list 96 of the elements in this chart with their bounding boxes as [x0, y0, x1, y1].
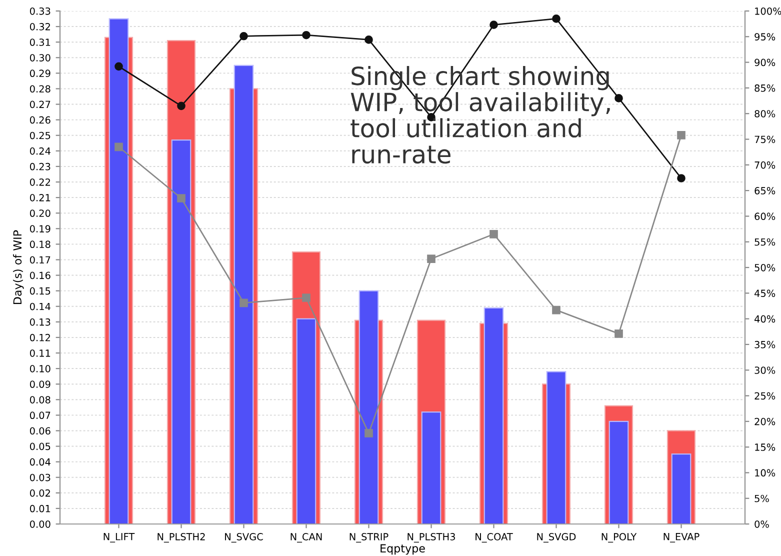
y2-tick-label: 10% [755, 469, 776, 477]
y-axis-title: Day(s) of WIP [13, 230, 24, 304]
point [677, 130, 686, 140]
y2-tick-label: 35% [754, 340, 776, 348]
y-tick-label: 0.08 [30, 396, 50, 404]
x-tick-label: N_STRIP [350, 533, 388, 543]
y2-tick-label: 80% [754, 110, 776, 118]
point [302, 30, 310, 40]
y-tick-label: 0.12 [30, 334, 50, 342]
y-tick-label: 0.18 [30, 240, 50, 248]
y2-tick-label: 85% [754, 84, 776, 92]
point [552, 14, 560, 23]
point [114, 142, 123, 152]
bar [358, 290, 379, 524]
y2-tick-label: 5% [754, 494, 769, 502]
y2-tick-label: 20% [754, 418, 776, 426]
y-tick-label: 0.14 [30, 302, 50, 310]
bar [108, 18, 129, 524]
y2-tick-label: 55% [754, 238, 776, 246]
y-tick-label: 0.06 [30, 427, 50, 435]
y-tick-label: 0.29 [30, 70, 50, 78]
bar [671, 453, 692, 524]
bar [546, 371, 566, 524]
y-tick-label: 0.03 [30, 474, 50, 482]
x-tick-label: N_PLSTH3 [408, 533, 455, 543]
y2-tick-label: 75% [754, 136, 776, 144]
y-tick-label: 0.00 [30, 520, 50, 528]
y-tick-label: 0.16 [30, 272, 50, 280]
y2-tick-label: 25% [754, 392, 776, 400]
y-tick-label: 0.33 [30, 7, 50, 15]
y-tick-label: 0.27 [30, 100, 50, 108]
point [427, 254, 436, 263]
x-tick-label: N_EVAP [664, 533, 700, 542]
y-tick-label: 0.11 [30, 349, 50, 357]
point [552, 306, 560, 314]
point [490, 20, 498, 30]
point [240, 32, 248, 40]
point [240, 298, 248, 308]
y2-tick-label: 50% [754, 264, 776, 272]
y-tick-label: 0.28 [30, 85, 50, 93]
y-tick-label: 0.30 [30, 54, 50, 62]
y-tick-label: 0.09 [30, 380, 50, 388]
x-tick-label: N_PLSTH2 [158, 533, 205, 543]
y2-tick-label: 30% [754, 366, 776, 374]
y-tick-label: 0.21 [30, 194, 50, 202]
y-tick-label: 0.17 [30, 256, 50, 264]
point [614, 94, 623, 102]
point [302, 294, 310, 302]
bar [484, 307, 504, 524]
bar [234, 64, 254, 524]
point [490, 230, 498, 238]
point [677, 174, 686, 182]
y2-tick-label: 40% [754, 315, 776, 323]
point [177, 194, 186, 202]
y-tick-label: 0.05 [30, 442, 50, 450]
y2-tick-label: 100% [755, 7, 781, 15]
point [114, 62, 123, 71]
x-tick-label: N_POLY [602, 533, 637, 543]
y-tick-label: 0.20 [30, 210, 50, 217]
point [614, 330, 623, 338]
point [364, 36, 373, 44]
y-tick-label: 0.15 [30, 287, 50, 295]
y-tick-label: 0.02 [30, 489, 50, 497]
y-tick-label: 0.22 [30, 178, 50, 186]
y-tick-label: 0.32 [30, 23, 50, 30]
y-tick-label: 0.13 [30, 318, 50, 326]
x-tick-label: N_LIFT [104, 533, 135, 542]
y-tick-label: 0.23 [30, 162, 50, 170]
y-tick-label: 0.19 [30, 225, 50, 232]
point [364, 429, 373, 438]
x-tick-label: N_COAT [476, 533, 513, 543]
x-axis-title: Eqptype [380, 544, 425, 555]
bar [608, 420, 629, 524]
y2-tick-label: 65% [754, 187, 776, 194]
y-tick-label: 0.24 [30, 147, 50, 155]
x-tick-label: N_CAN [290, 533, 322, 543]
y-tick-label: 0.31 [30, 38, 50, 46]
y2-tick-label: 95% [754, 33, 776, 40]
y2-tick-label: 70% [754, 161, 776, 169]
y-tick-label: 0.25 [30, 132, 50, 140]
bar [421, 412, 442, 524]
y-tick-label: 0.26 [30, 116, 50, 124]
bar [296, 318, 316, 524]
y2-tick-label: 60% [754, 212, 776, 220]
bar [171, 139, 192, 524]
point [177, 102, 186, 110]
y-tick-label: 0.10 [30, 365, 50, 372]
y-tick-label: 0.07 [30, 412, 50, 420]
y2-tick-label: 45% [754, 290, 776, 297]
y2-tick-label: 0% [754, 520, 769, 528]
y-tick-label: 0.04 [30, 458, 50, 466]
x-tick-label: N_SVGC [225, 533, 263, 543]
y-tick-label: 0.01 [30, 504, 50, 512]
x-tick-label: N_SVGD [537, 533, 576, 543]
y2-tick-label: 90% [754, 58, 776, 66]
y2-tick-label: 15% [755, 444, 776, 451]
